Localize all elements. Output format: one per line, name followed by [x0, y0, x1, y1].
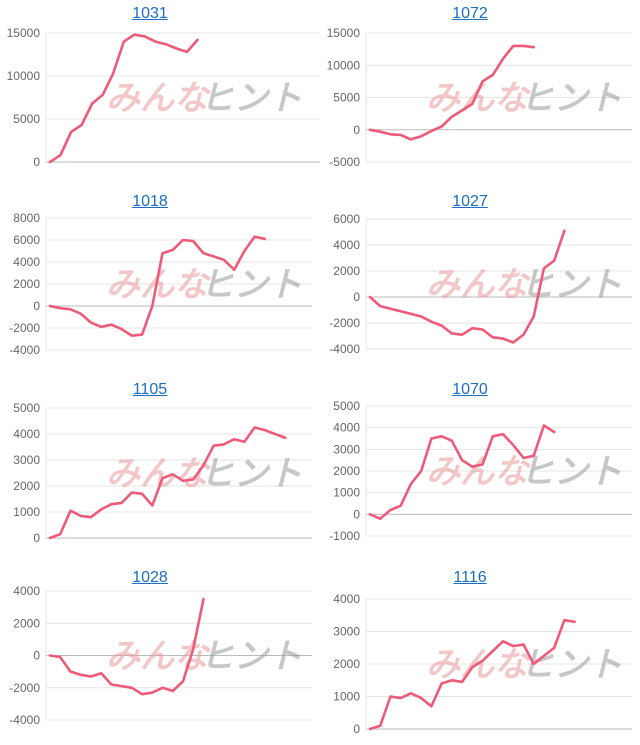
y-tick-label: 5000: [13, 401, 40, 415]
y-tick-label: 2000: [13, 616, 40, 630]
chart-title-link[interactable]: 1027: [452, 193, 488, 210]
y-tick-label: 0: [353, 123, 360, 137]
chart-title-link[interactable]: 1018: [132, 193, 168, 210]
chart-title-link[interactable]: 1028: [132, 569, 168, 586]
y-tick-label: 0: [353, 722, 360, 736]
y-tick-label: 15000: [327, 26, 361, 40]
y-tick-label: 0: [33, 155, 40, 169]
watermark-text: みんな: [426, 645, 531, 685]
y-tick-label: 6000: [13, 233, 40, 247]
y-tick-label: 3000: [13, 453, 40, 467]
chart-1018: 1018 -4000 -2000 0 2000 4000 6000 8000 みんな ヒント: [0, 188, 312, 368]
chart-1116: 1116 0 1000 2000 3000 4000 みんな ヒント: [320, 564, 632, 744]
chart-1028: 1028 -4000 -2000 0 2000 4000 みんな ヒント: [0, 564, 312, 744]
watermark-text: ヒント: [200, 79, 302, 119]
y-tick-label: 4000: [333, 421, 360, 435]
chart-1031: 1031 0 5000 10000 15000 みんな ヒント: [0, 0, 320, 180]
chart-1105: 1105 0 1000 2000 3000 4000 5000 みんな ヒント: [0, 376, 312, 556]
watermark-text: みんな: [426, 452, 531, 492]
y-tick-label: 15000: [7, 26, 41, 40]
y-tick-label: 2000: [333, 657, 360, 671]
chart-1072: 1072 -5000 0 5000 10000 15000 みんな ヒント: [320, 0, 632, 180]
y-tick-label: 5000: [13, 112, 40, 126]
y-tick-label: 1000: [333, 690, 360, 704]
series-line: [48, 597, 205, 696]
chart-title-link[interactable]: 1105: [132, 381, 168, 398]
y-tick-label: 2000: [13, 479, 40, 493]
y-tick-label: 0: [33, 299, 40, 313]
y-tick-label: -5000: [329, 155, 360, 169]
y-tick-label: 0: [33, 649, 40, 663]
series-line: [48, 33, 199, 164]
y-tick-label: 0: [33, 531, 40, 545]
watermark-text: ヒント: [200, 637, 302, 677]
y-tick-label: 5000: [333, 91, 360, 105]
y-tick-label: 2000: [13, 277, 40, 291]
y-tick-label: -4000: [9, 713, 40, 727]
y-tick-label: 1000: [13, 505, 40, 519]
y-tick-label: 10000: [7, 69, 41, 83]
y-tick-label: -2000: [9, 681, 40, 695]
y-tick-label: -2000: [329, 316, 360, 330]
chart-title-link[interactable]: 1031: [132, 5, 168, 22]
series-line: [48, 426, 287, 540]
y-tick-label: 0: [353, 507, 360, 521]
y-tick-label: 2000: [333, 264, 360, 278]
y-tick-label: 3000: [333, 625, 360, 639]
chart-1027: 1027 -4000 -2000 0 2000 4000 6000 みんな ヒント: [320, 188, 632, 368]
y-tick-label: -4000: [329, 342, 360, 356]
watermark-text: みんな: [426, 79, 531, 119]
y-tick-label: 5000: [333, 399, 360, 413]
chart-title-link[interactable]: 1070: [452, 381, 488, 398]
y-tick-label: 4000: [13, 427, 40, 441]
y-tick-label: 1000: [333, 486, 360, 500]
y-tick-label: 4000: [333, 592, 360, 606]
y-tick-label: -1000: [329, 529, 360, 543]
chart-title-link[interactable]: 1116: [453, 569, 487, 586]
watermark-text: みんな: [106, 79, 211, 119]
watermark-text: ヒント: [200, 454, 302, 494]
y-tick-label: 6000: [333, 212, 360, 226]
y-tick-label: 4000: [13, 584, 40, 598]
watermark-text: みんな: [426, 265, 531, 305]
watermark-text: ヒント: [520, 265, 622, 305]
chart-1070: 1070 -1000 0 1000 2000 3000 4000 5000 みんな ヒント: [320, 376, 632, 556]
y-tick-label: 3000: [333, 442, 360, 456]
chart-title-link[interactable]: 1072: [452, 5, 488, 22]
y-tick-label: 4000: [333, 238, 360, 252]
series-line: [368, 424, 556, 520]
series-line: [368, 44, 535, 141]
watermark-text: ヒント: [200, 265, 302, 305]
y-tick-label: -2000: [9, 321, 40, 335]
series-line: [368, 229, 566, 344]
series-line: [368, 618, 576, 731]
y-tick-label: 2000: [333, 464, 360, 478]
watermark-text: ヒント: [520, 645, 622, 685]
watermark-text: ヒント: [520, 452, 622, 492]
series-line: [48, 235, 267, 337]
y-tick-label: 4000: [13, 255, 40, 269]
y-tick-label: 10000: [327, 58, 361, 72]
y-tick-label: -4000: [9, 343, 40, 357]
watermark-text: ヒント: [520, 79, 622, 119]
y-tick-label: 8000: [13, 211, 40, 225]
y-tick-label: 0: [353, 290, 360, 304]
